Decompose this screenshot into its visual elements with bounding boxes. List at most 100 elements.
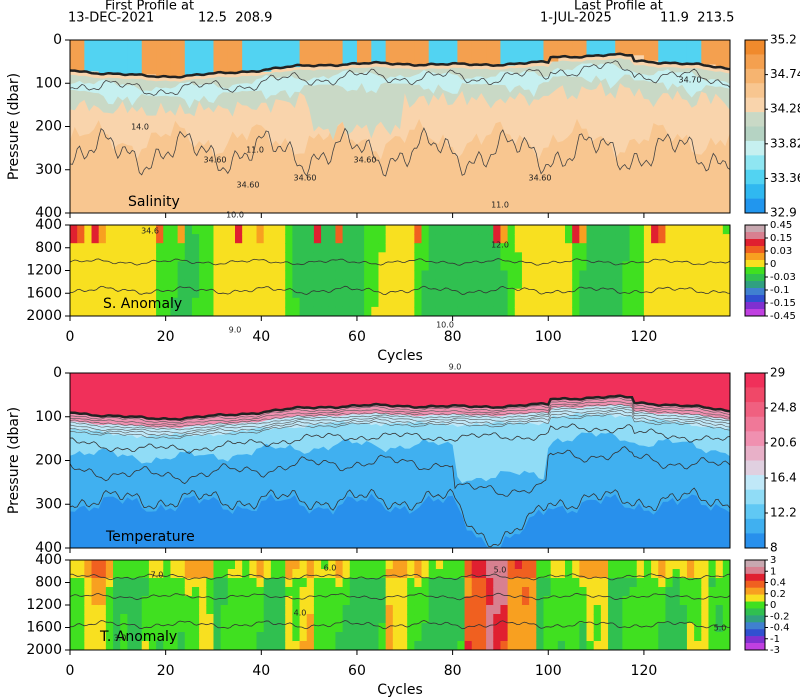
anomaly-cell bbox=[134, 279, 143, 290]
anomaly-cell bbox=[84, 605, 93, 615]
anomaly-cell bbox=[227, 234, 236, 244]
anomaly-cell bbox=[120, 234, 128, 244]
anomaly-cell bbox=[299, 261, 308, 272]
anomaly-cell bbox=[199, 596, 207, 606]
y-tick-label: 400 bbox=[35, 205, 62, 221]
anomaly-cell bbox=[392, 605, 401, 615]
anomaly-cell bbox=[184, 252, 193, 262]
anomaly-cell bbox=[521, 261, 530, 272]
anomaly-cell bbox=[177, 306, 186, 316]
anomaly-cell bbox=[500, 596, 509, 606]
anomaly-cell bbox=[141, 614, 150, 624]
anomaly-cell bbox=[235, 288, 243, 299]
anomaly-cell bbox=[364, 623, 372, 633]
anomaly-cell bbox=[364, 234, 372, 244]
anomaly-cell bbox=[557, 225, 566, 235]
anomaly-cell bbox=[278, 243, 286, 253]
anomaly-cell bbox=[242, 605, 250, 615]
anomaly-cell bbox=[543, 234, 552, 244]
anomaly-cell bbox=[722, 234, 730, 244]
anomaly-cell bbox=[543, 261, 552, 272]
anomaly-cell bbox=[665, 297, 674, 308]
anomaly-cell bbox=[70, 243, 78, 253]
anomaly-cell bbox=[493, 288, 502, 299]
anomaly-cell bbox=[364, 261, 372, 272]
anomaly-cell bbox=[600, 578, 609, 588]
anomaly-cell bbox=[443, 225, 451, 235]
anomaly-cell bbox=[213, 560, 222, 570]
anomaly-cell bbox=[701, 560, 710, 570]
anomaly-cell bbox=[579, 569, 588, 579]
colorbar-tick-label: -1 bbox=[770, 634, 780, 645]
anomaly-cell bbox=[629, 560, 638, 570]
anomaly-cell bbox=[199, 243, 207, 253]
anomaly-cell bbox=[521, 623, 530, 633]
anomaly-cell bbox=[199, 569, 207, 579]
anomaly-cell bbox=[414, 605, 423, 615]
anomaly-cell bbox=[443, 279, 451, 290]
anomaly-cell bbox=[364, 279, 372, 290]
anomaly-cell bbox=[600, 270, 609, 281]
anomaly-cell bbox=[148, 279, 157, 290]
anomaly-cell bbox=[313, 306, 322, 316]
anomaly-cell bbox=[292, 605, 301, 615]
contour-line bbox=[70, 400, 730, 425]
anomaly-cell bbox=[665, 261, 674, 272]
anomaly-cell bbox=[651, 596, 659, 606]
anomaly-cell bbox=[471, 270, 480, 281]
anomaly-cell bbox=[371, 306, 380, 316]
colorbar-swatch bbox=[745, 580, 765, 588]
anomaly-cell bbox=[84, 587, 93, 597]
anomaly-cell bbox=[486, 270, 494, 281]
anomaly-cell bbox=[658, 641, 667, 650]
anomaly-cell bbox=[177, 225, 186, 235]
anomaly-cell bbox=[278, 614, 286, 624]
anomaly-cell bbox=[191, 288, 200, 299]
anomaly-cell bbox=[622, 261, 631, 272]
anomaly-cell bbox=[643, 587, 652, 597]
anomaly-cell bbox=[529, 596, 537, 606]
anomaly-cell bbox=[371, 632, 380, 642]
anomaly-cell bbox=[70, 623, 78, 633]
anomaly-cell bbox=[500, 578, 509, 588]
anomaly-cell bbox=[679, 596, 688, 606]
anomaly-cell bbox=[701, 632, 710, 642]
anomaly-cell bbox=[615, 569, 623, 579]
anomaly-cell bbox=[701, 306, 710, 316]
anomaly-cell bbox=[141, 261, 150, 272]
contour-line bbox=[70, 412, 730, 439]
anomaly-cell bbox=[622, 569, 631, 579]
anomaly-cell bbox=[163, 243, 172, 253]
anomaly-cell bbox=[694, 614, 702, 624]
anomaly-cell bbox=[514, 225, 523, 235]
deep-water-band bbox=[70, 118, 730, 213]
anomaly-cell bbox=[457, 605, 466, 615]
anomaly-cell bbox=[615, 297, 623, 308]
anomaly-cell bbox=[486, 560, 494, 570]
anomaly-cell bbox=[364, 632, 372, 642]
anomaly-cell bbox=[378, 234, 387, 244]
anomaly-cell bbox=[414, 270, 423, 281]
anomaly-cell bbox=[184, 279, 193, 290]
anomaly-cell bbox=[636, 578, 645, 588]
anomaly-cell bbox=[364, 560, 372, 570]
anomaly-cell bbox=[543, 623, 552, 633]
last-profile-label: Last Profile at bbox=[574, 0, 663, 14]
anomaly-cell bbox=[701, 234, 710, 244]
anomaly-cell bbox=[486, 252, 494, 262]
colorbar-swatch bbox=[745, 566, 765, 575]
contour-label: 34.60 bbox=[204, 156, 227, 165]
anomaly-cell bbox=[321, 632, 329, 642]
y-tick-label: 800 bbox=[35, 240, 62, 256]
anomaly-cell bbox=[665, 234, 674, 244]
anomaly-cell bbox=[242, 641, 250, 650]
colorbar-swatch bbox=[745, 373, 765, 388]
anomaly-cell bbox=[70, 614, 78, 624]
anomaly-cell bbox=[242, 270, 250, 281]
anomaly-cell bbox=[565, 225, 573, 235]
surface-column bbox=[414, 40, 430, 66]
anomaly-cell bbox=[435, 288, 444, 299]
anomaly-cell bbox=[378, 578, 387, 588]
anomaly-cell bbox=[478, 288, 487, 299]
anomaly-cell bbox=[191, 297, 200, 308]
